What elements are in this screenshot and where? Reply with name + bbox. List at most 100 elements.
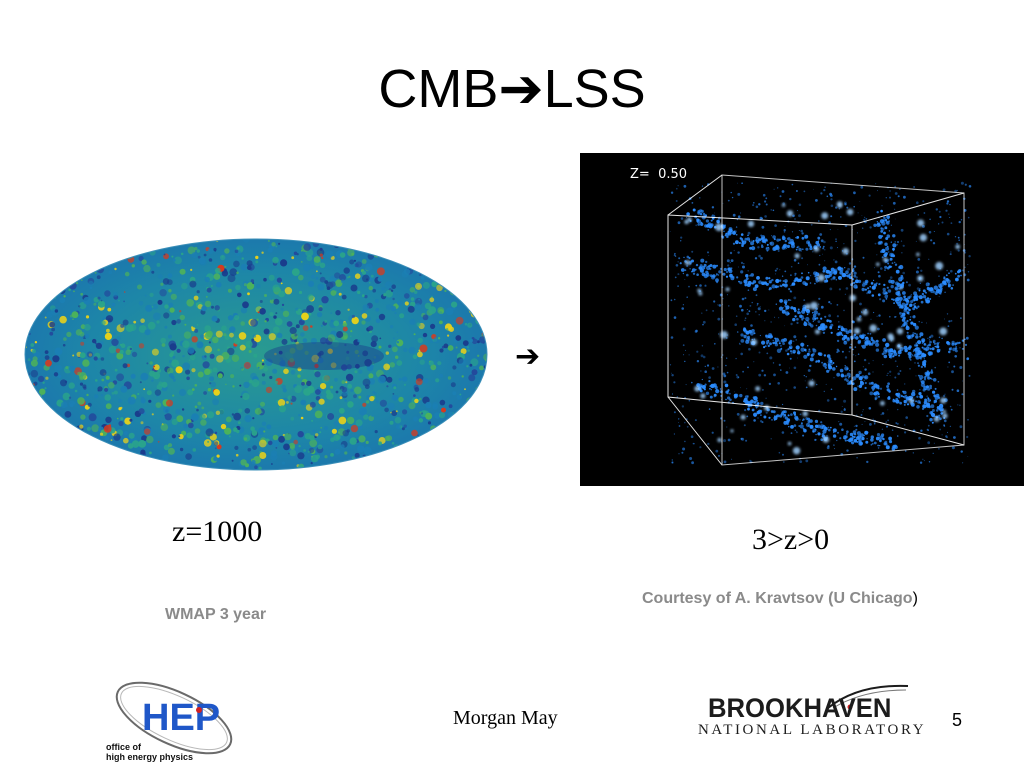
cmb-texture-spot xyxy=(157,299,163,305)
lss-particle xyxy=(898,354,901,357)
lss-particle xyxy=(885,342,890,348)
cmb-texture-spot xyxy=(108,345,117,354)
cmb-texture-spot xyxy=(263,277,267,282)
lss-particle xyxy=(919,389,921,391)
lss-particle xyxy=(917,364,920,367)
lss-particle xyxy=(783,231,786,233)
cmb-texture-spot xyxy=(164,304,169,309)
cmb-texture-spot xyxy=(82,433,88,439)
lss-particle xyxy=(795,190,798,192)
lss-particle xyxy=(699,213,703,216)
cmb-texture-spot xyxy=(346,416,355,425)
lss-particle xyxy=(788,345,793,350)
cmb-texture-spot xyxy=(474,433,480,439)
cmb-texture-spot xyxy=(197,401,202,406)
lss-particle xyxy=(903,345,908,350)
lss-particle xyxy=(929,287,934,292)
lss-particle xyxy=(957,274,960,278)
lss-particle xyxy=(840,410,843,413)
cmb-texture-spot xyxy=(433,249,438,254)
cmb-texture-spot xyxy=(41,459,44,463)
cmb-texture-spot xyxy=(275,318,283,326)
lss-particle xyxy=(905,303,907,306)
lss-particle xyxy=(922,340,925,343)
lss-particle xyxy=(711,206,715,209)
lss-particle xyxy=(911,392,916,397)
cmb-texture-spot xyxy=(297,452,305,460)
lss-particle xyxy=(810,275,812,277)
cmb-texture-spot xyxy=(61,270,63,273)
lss-particle xyxy=(891,262,894,264)
cmb-texture-spot xyxy=(58,277,61,280)
cmb-texture-spot xyxy=(168,372,174,378)
lss-particle xyxy=(828,357,832,361)
lss-particle xyxy=(800,315,804,319)
cmb-texture-spot xyxy=(139,239,144,242)
cmb-texture-spot xyxy=(376,456,381,460)
lss-particle xyxy=(755,239,757,241)
lss-particle xyxy=(892,298,895,301)
lss-particle xyxy=(922,289,926,293)
cmb-texture-spot xyxy=(230,374,235,379)
lss-halo xyxy=(933,416,940,422)
cmb-texture-spot xyxy=(28,415,34,421)
cmb-texture-spot xyxy=(153,460,158,466)
cmb-texture-spot xyxy=(224,427,232,435)
cmb-texture-spot xyxy=(375,318,381,324)
lss-particle xyxy=(723,267,727,272)
lss-halo xyxy=(805,303,811,310)
lss-particle xyxy=(753,332,756,335)
lss-particle xyxy=(740,238,744,241)
lss-particle xyxy=(917,352,920,356)
cmb-texture-spot xyxy=(27,321,32,326)
lss-particle xyxy=(746,237,750,241)
lss-particle xyxy=(747,289,750,291)
lss-particle xyxy=(677,273,680,276)
lss-particle xyxy=(685,349,686,351)
lss-particle xyxy=(697,209,701,214)
lss-particle xyxy=(711,431,714,434)
lss-halo xyxy=(917,275,924,282)
lss-particle xyxy=(889,375,891,376)
lss-particle xyxy=(744,241,747,243)
cmb-texture-spot xyxy=(75,281,79,285)
lss-particle xyxy=(769,342,772,346)
cmb-texture-spot xyxy=(343,267,350,274)
cmb-texture-spot xyxy=(203,439,212,447)
lss-particle xyxy=(805,316,810,322)
lss-particle xyxy=(701,265,706,270)
cmb-texture-spot xyxy=(145,304,153,312)
lss-particle xyxy=(837,431,839,434)
lss-particle xyxy=(761,388,764,391)
lss-particle xyxy=(912,332,915,335)
lss-particle xyxy=(830,331,833,334)
lss-particle xyxy=(922,200,925,203)
cmb-texture-spot xyxy=(307,294,314,301)
lss-particle xyxy=(768,416,771,419)
cmb-texture-spot xyxy=(271,440,279,448)
cmb-texture-spot xyxy=(235,284,241,291)
lss-particle xyxy=(930,404,935,409)
lss-particle xyxy=(855,403,859,406)
lss-particle xyxy=(931,378,933,380)
lss-particle xyxy=(808,350,811,353)
lss-particle xyxy=(896,282,901,287)
cmb-texture-spot xyxy=(280,259,288,267)
cmb-texture-spot xyxy=(242,392,250,400)
lss-particle xyxy=(917,214,919,216)
lss-particle xyxy=(776,238,780,242)
cmb-texture-spot xyxy=(272,434,279,441)
lss-particle xyxy=(822,270,826,273)
cmb-texture-spot xyxy=(104,387,109,392)
cmb-texture-spot xyxy=(284,433,292,441)
lss-particle xyxy=(878,234,883,239)
cmb-texture-spot xyxy=(139,381,142,384)
cmb-texture-spot xyxy=(449,423,454,428)
lss-particle xyxy=(954,272,957,275)
lss-particle xyxy=(764,238,768,242)
lss-particle xyxy=(843,435,847,440)
lss-particle xyxy=(942,188,946,192)
cmb-texture-spot xyxy=(396,424,401,430)
lss-particle xyxy=(867,372,871,375)
cmb-texture-spot xyxy=(182,340,190,348)
